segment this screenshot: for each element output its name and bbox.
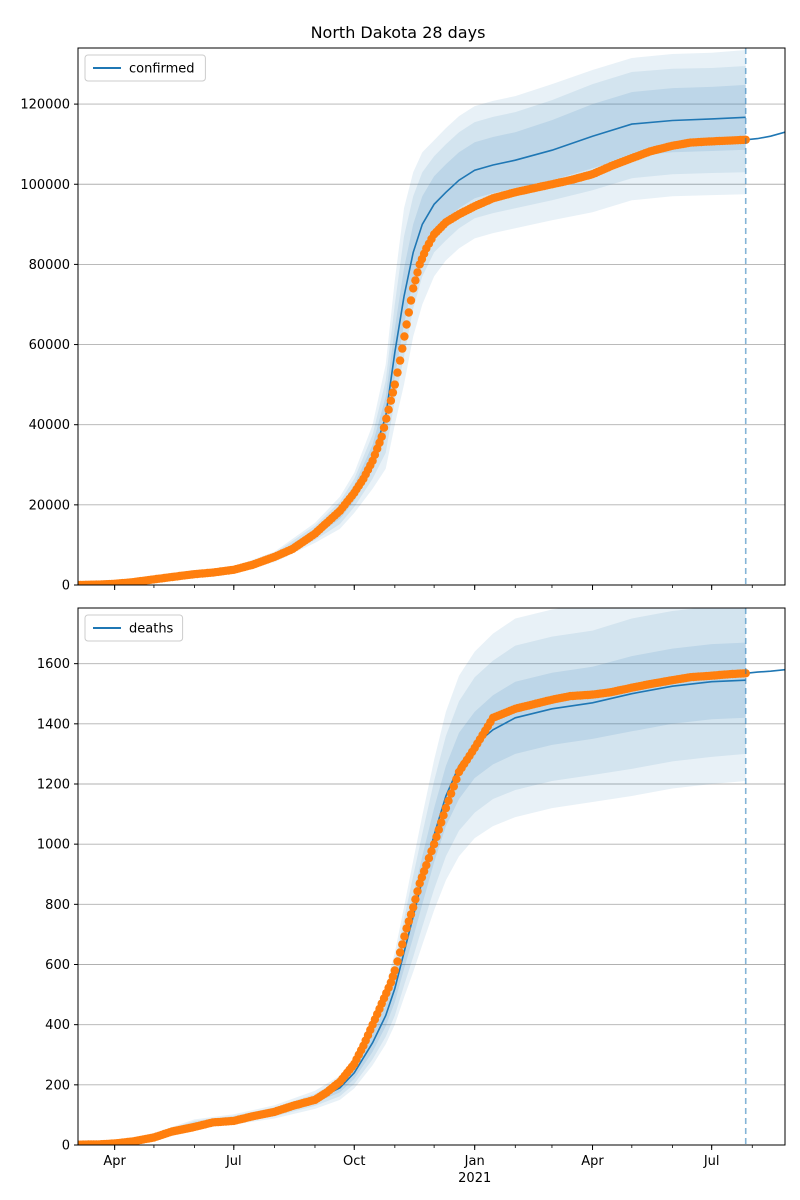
y-tick-label: 0 <box>62 1139 70 1154</box>
observed-point <box>409 903 418 912</box>
observed-point <box>427 847 436 856</box>
observed-point <box>390 966 399 975</box>
y-tick-label: 0 <box>62 579 70 594</box>
x-tick-label: Apr <box>581 1154 604 1169</box>
observed-point <box>424 854 434 863</box>
y-tick-label: 20000 <box>29 498 70 513</box>
y-tick-label: 400 <box>45 1018 70 1033</box>
observed-point <box>384 405 393 414</box>
y-tick-label: 80000 <box>29 258 70 273</box>
x-tick-label: Jul <box>225 1154 242 1169</box>
observed-point <box>441 803 451 813</box>
y-tick-label: 100000 <box>20 178 70 193</box>
observed-point <box>406 910 416 919</box>
observed-point <box>395 948 405 957</box>
legend-label: confirmed <box>129 62 195 77</box>
band-80 <box>78 66 746 585</box>
axes-frame <box>77 607 786 1146</box>
plot-area <box>78 608 785 1145</box>
x-tick-label: Apr <box>103 1154 126 1169</box>
observed-point <box>437 818 446 827</box>
x-axis: Apr Jul Oct Jan Apr Jul 2021 <box>103 1154 719 1186</box>
y-tick-label: 120000 <box>20 98 70 113</box>
observed-point <box>395 356 405 365</box>
plot-area <box>78 50 785 585</box>
observed-point <box>406 296 416 305</box>
observed-point <box>409 284 418 293</box>
projection-line <box>745 131 785 141</box>
legend-box <box>84 614 184 642</box>
axes-frame <box>77 47 786 586</box>
y-tick-label: 1600 <box>37 657 70 672</box>
observed-point <box>398 344 407 353</box>
observed-point <box>379 423 389 432</box>
observed-point <box>382 414 391 423</box>
y-tick-label: 40000 <box>29 418 70 433</box>
observed-point <box>413 268 422 277</box>
observed-point <box>400 332 409 341</box>
legend-box <box>84 54 206 82</box>
observed-point <box>422 861 431 870</box>
confirmed-panel: 0 20000 40000 60000 80000 100000 120000 confirm… <box>20 47 786 594</box>
observed-point <box>429 840 439 849</box>
observed-point <box>444 796 453 805</box>
observed-point <box>393 368 402 377</box>
y-tick-label: 1400 <box>37 717 70 732</box>
band-50 <box>78 642 746 1145</box>
observed-point <box>388 388 398 397</box>
observed-point <box>449 782 458 791</box>
observed-point <box>411 276 420 285</box>
observed-point <box>402 924 411 933</box>
y-tick-label: 200 <box>45 1078 70 1093</box>
observed-point <box>413 887 422 896</box>
band-80 <box>78 608 746 1145</box>
observed-point <box>404 917 413 926</box>
x-tick-label: Oct <box>343 1154 365 1169</box>
observed-point <box>434 825 443 834</box>
band-95 <box>78 50 746 585</box>
legend: deaths <box>84 614 184 642</box>
observed-point <box>411 895 420 904</box>
band-50 <box>78 84 746 585</box>
projection-line <box>745 668 785 675</box>
observed-point <box>432 832 441 842</box>
legend-label: deaths <box>129 622 174 637</box>
observed-point <box>400 932 409 941</box>
y-tick-label: 1000 <box>37 838 70 853</box>
y-tick-label: 800 <box>45 898 70 913</box>
observed-point <box>446 789 456 798</box>
y-tick-label: 1200 <box>37 777 70 792</box>
y-tick-label: 60000 <box>29 338 70 353</box>
observed-point <box>377 432 386 441</box>
observed-point <box>452 775 461 784</box>
x-tick-label: Jan <box>464 1154 485 1169</box>
observed-point <box>393 957 402 966</box>
band-95 <box>78 608 746 1145</box>
x-tick-label: Jul <box>703 1154 720 1169</box>
deaths-panel: 0 200 400 600 800 1000 1200 1400 1600 deaths <box>37 607 786 1154</box>
observed-point <box>398 940 407 949</box>
observed-point <box>386 396 396 405</box>
legend: confirmed <box>84 54 206 82</box>
observed-point <box>439 811 448 820</box>
chart-title: North Dakota 28 days <box>311 23 486 42</box>
y-tick-label: 600 <box>45 958 70 973</box>
observed-point <box>404 308 413 317</box>
observed-point <box>402 320 411 329</box>
observed-point <box>390 380 399 389</box>
x-year-label: 2021 <box>458 1171 491 1186</box>
